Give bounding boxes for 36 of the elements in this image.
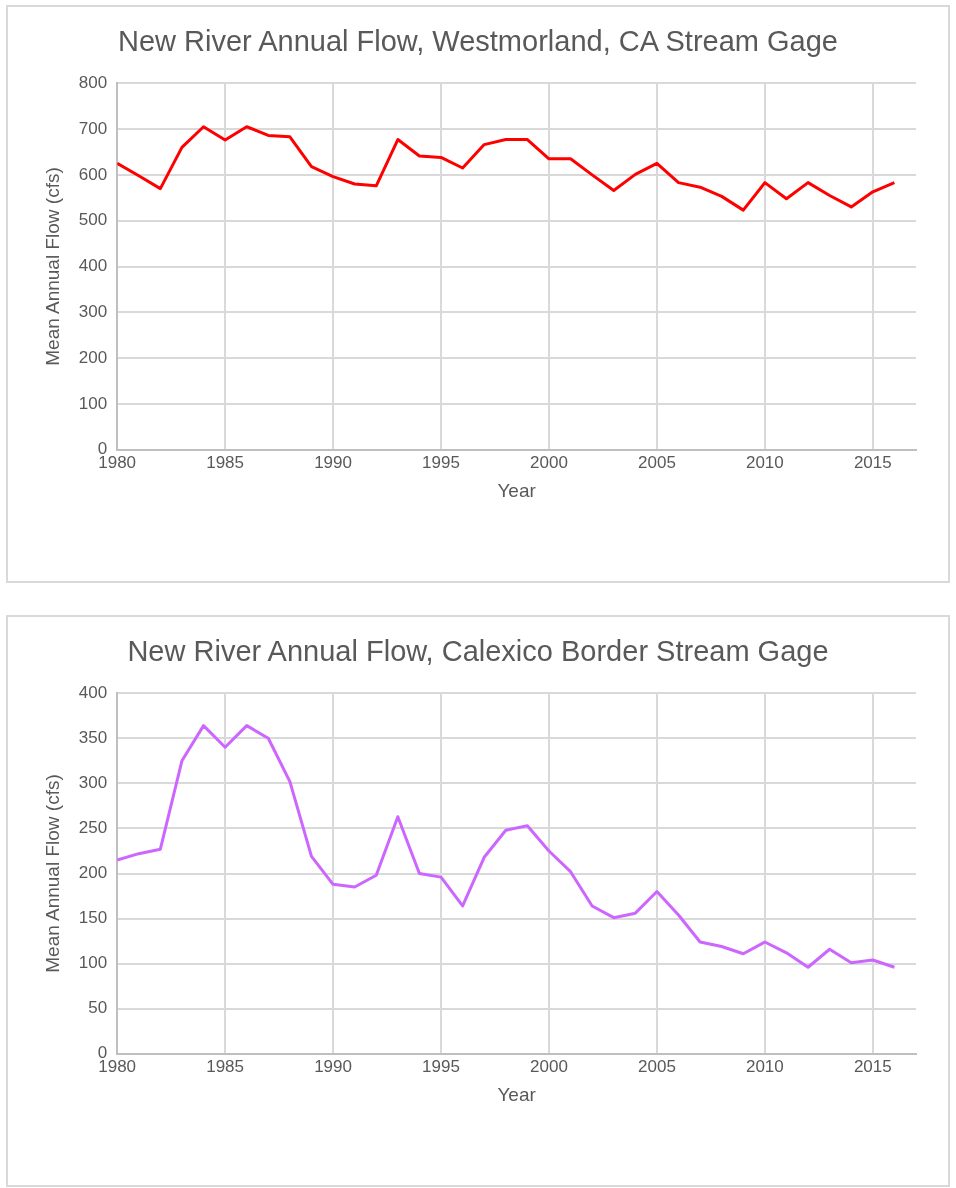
x-tick-label: 2000 xyxy=(530,1056,568,1076)
x-tick-label: 2015 xyxy=(853,452,892,472)
x-tick-label: 2000 xyxy=(530,452,568,472)
y-tick-label: 400 xyxy=(78,682,108,702)
x-tick-label: 1995 xyxy=(422,1056,460,1076)
x-tick-label: 2015 xyxy=(853,1056,892,1076)
x-tick-label: 2005 xyxy=(638,452,676,472)
y-tick-label: 200 xyxy=(78,347,108,367)
y-tick-label: 800 xyxy=(78,72,108,92)
y-tick-label: 250 xyxy=(78,818,108,838)
y-tick-label: 700 xyxy=(78,118,108,138)
x-tick-label: 2010 xyxy=(745,452,784,472)
chart-title: New River Annual Flow, Calexico Border Stream Gage xyxy=(126,634,830,669)
x-tick-label: 1990 xyxy=(314,452,352,472)
x-tick-label: 2005 xyxy=(638,1056,676,1076)
y-tick-label: 100 xyxy=(78,393,108,413)
x-tick-label: 1990 xyxy=(314,1056,352,1076)
x-tick-label: 2010 xyxy=(745,1056,784,1076)
x-tick-label: 1985 xyxy=(206,1056,245,1076)
y-tick-label: 600 xyxy=(78,164,108,184)
y-tick-label: 50 xyxy=(88,998,108,1018)
x-axis-title: Year xyxy=(497,1083,537,1105)
y-tick-label: 300 xyxy=(78,773,108,793)
x-tick-label: 1995 xyxy=(422,452,460,472)
y-tick-label: 500 xyxy=(78,210,108,230)
y-tick-label: 200 xyxy=(78,863,108,883)
chart-title: New River Annual Flow, Westmorland, CA Stream Gage xyxy=(117,24,839,59)
y-axis-title: Mean Annual Flow (cfs) xyxy=(41,774,63,973)
y-tick-label: 300 xyxy=(78,302,108,322)
x-axis-title: Year xyxy=(497,479,537,501)
y-tick-label: 100 xyxy=(78,953,108,973)
y-tick-label: 150 xyxy=(78,908,108,928)
x-tick-label: 1985 xyxy=(206,452,245,472)
y-tick-label: 350 xyxy=(78,727,108,747)
y-axis-title: Mean Annual Flow (cfs) xyxy=(41,167,63,366)
y-tick-label: 400 xyxy=(78,256,108,276)
